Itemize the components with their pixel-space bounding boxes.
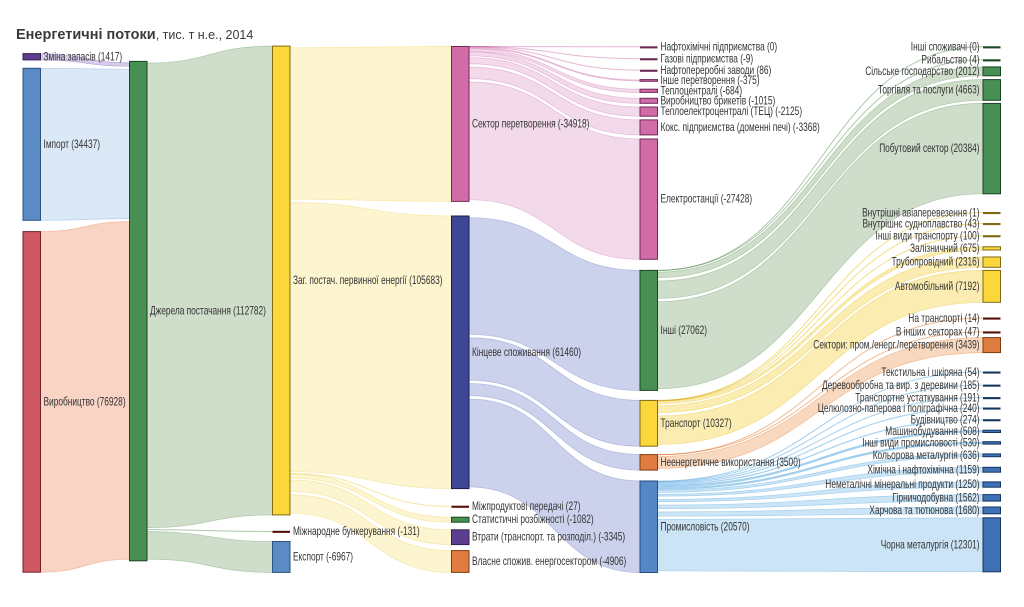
svg-text:Неметалічні мінеральні продукт: Неметалічні мінеральні продукти (1250) (825, 478, 979, 491)
svg-text:Сектори: пром./енерг./перетвор: Сектори: пром./енерг./перетворення (3439… (813, 339, 979, 352)
svg-text:Власне спожив. енергосектором: Власне спожив. енергосектором (-4906) (472, 555, 626, 568)
svg-text:Теплоелектроцентралі (ТЕЦ) (-2: Теплоелектроцентралі (ТЕЦ) (-2125) (661, 105, 803, 118)
svg-text:На транспорті (14): На транспорті (14) (908, 312, 979, 325)
svg-text:Електростанції (-27428): Електростанції (-27428) (661, 193, 753, 206)
svg-text:Промисловість (20570): Промисловість (20570) (661, 520, 750, 533)
svg-text:Рибальство (4): Рибальство (4) (921, 54, 979, 67)
svg-text:Транспортне устаткування (191): Транспортне устаткування (191) (855, 391, 979, 404)
svg-text:В інших секторах (47): В інших секторах (47) (896, 326, 980, 339)
svg-text:Целюлозно-паперова і поліграфі: Целюлозно-паперова і поліграфічна (240) (818, 402, 980, 415)
svg-text:Кокс. підприємства (доменні пе: Кокс. підприємства (доменні печі) (-3368… (661, 121, 820, 134)
svg-text:Нафтохімічні підприємства (0): Нафтохімічні підприємства (0) (661, 41, 778, 54)
svg-text:Інші споживачі (0): Інші споживачі (0) (911, 41, 980, 54)
svg-text:Неенергетичне використання (35: Неенергетичне використання (3500) (661, 456, 801, 469)
svg-text:Побутовий сектор (20384): Побутовий сектор (20384) (879, 142, 979, 155)
svg-text:Машинобудування (508): Машинобудування (508) (885, 425, 979, 438)
svg-text:Хімічна і нафтохімічна (1159): Хімічна і нафтохімічна (1159) (867, 463, 979, 476)
svg-text:Виробництво (76928): Виробництво (76928) (44, 395, 126, 408)
svg-text:Теплоцентралі (-684): Теплоцентралі (-684) (661, 84, 743, 97)
svg-text:Гірничодобувна (1562): Гірничодобувна (1562) (892, 491, 979, 504)
svg-text:Інші види промисловості (530): Інші види промисловості (530) (862, 436, 979, 449)
svg-text:Деревообробна та вир. з дереви: Деревообробна та вир. з деревини (185) (822, 379, 980, 392)
svg-text:Сектор перетворення (-34918): Сектор перетворення (-34918) (472, 117, 589, 130)
svg-text:Імпорт (34437): Імпорт (34437) (44, 138, 101, 151)
svg-text:Текстильна і шкіряна (54): Текстильна і шкіряна (54) (881, 366, 979, 379)
svg-text:Харчова та тютюнова (1680): Харчова та тютюнова (1680) (869, 504, 979, 517)
svg-text:Інше перетворення (-375): Інше перетворення (-375) (661, 74, 760, 87)
svg-text:Міжнародне бункерування (-131): Міжнародне бункерування (-131) (293, 525, 420, 538)
svg-text:Виробництво брикетів (-1015): Виробництво брикетів (-1015) (661, 94, 776, 107)
svg-text:Втрати (транспорт. та розподіл: Втрати (транспорт. та розподіл.) (-3345) (472, 531, 625, 544)
svg-text:Газові підприємства (-9): Газові підприємства (-9) (661, 53, 754, 66)
svg-text:Кінцеве споживання (61460): Кінцеве споживання (61460) (472, 346, 581, 359)
svg-text:Транспорт (10327): Транспорт (10327) (661, 417, 732, 430)
svg-text:Трубопровідний (2316): Трубопровідний (2316) (892, 256, 980, 269)
svg-text:Сільське господарство (2012): Сільське господарство (2012) (865, 65, 979, 78)
svg-text:Чорна металургія (12301): Чорна металургія (12301) (881, 538, 980, 551)
svg-text:Залізничний (675): Залізничний (675) (910, 242, 980, 255)
svg-text:Нафтопереробні заводи (86): Нафтопереробні заводи (86) (661, 64, 772, 77)
svg-text:Інші (27062): Інші (27062) (661, 324, 708, 337)
svg-text:Статистичні розбіжності (-1082: Статистичні розбіжності (-1082) (472, 513, 594, 526)
svg-text:Будівництво (274): Будівництво (274) (911, 414, 980, 427)
svg-text:Кольорова металургія (636): Кольорова металургія (636) (873, 449, 980, 462)
svg-text:Заг. постач. первинної енергії: Заг. постач. первинної енергії (105683) (293, 274, 443, 287)
svg-text:Інші види транспорту (100): Інші види транспорту (100) (876, 230, 980, 243)
svg-text:Автомобільний (7192): Автомобільний (7192) (895, 280, 980, 293)
svg-text:Торгівля та послуги (4663): Торгівля та послуги (4663) (878, 83, 980, 96)
svg-text:Міжпродуктові передачі (27): Міжпродуктові передачі (27) (472, 500, 581, 513)
svg-text:Внутрішні авіаперевезення (1): Внутрішні авіаперевезення (1) (862, 206, 979, 219)
svg-text:Внутрішнє судноплавство (43): Внутрішнє судноплавство (43) (863, 217, 980, 230)
svg-text:Джерела постачання (112782): Джерела постачання (112782) (150, 305, 266, 318)
svg-text:Експорт (-6967): Експорт (-6967) (293, 550, 353, 563)
svg-text:Зміна запасів (1417): Зміна запасів (1417) (44, 50, 123, 63)
